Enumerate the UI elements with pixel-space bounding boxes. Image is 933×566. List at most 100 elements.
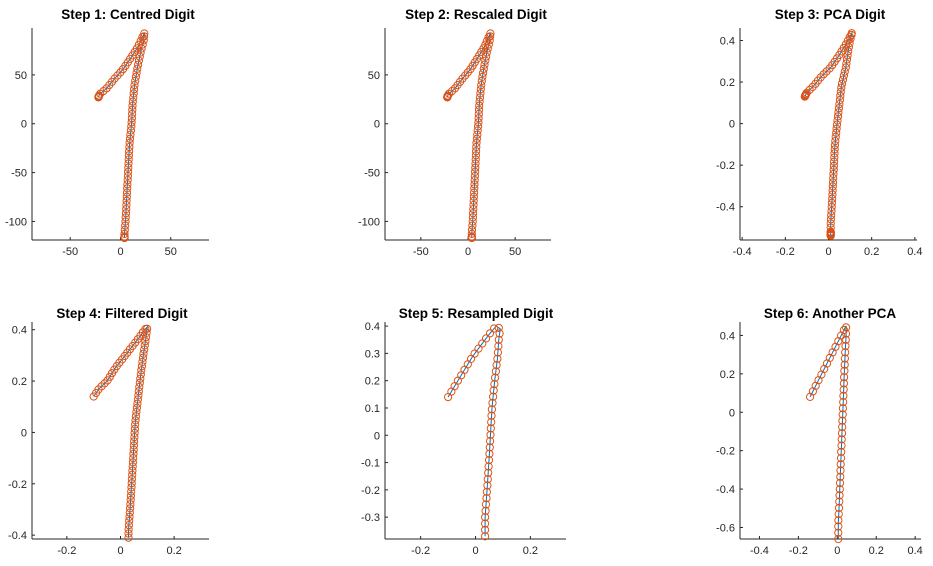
data-point-marker [470, 349, 479, 358]
data-point-marker [136, 374, 145, 383]
data-point-marker [476, 89, 485, 98]
y-tick-label: -50 [364, 168, 380, 180]
data-point-marker [471, 159, 480, 168]
data-point-marker [134, 387, 143, 396]
y-tick-label: -100 [358, 216, 380, 228]
data-point-marker [839, 391, 848, 400]
data-point-marker [128, 97, 137, 106]
y-tick-label: 0.3 [365, 348, 380, 360]
data-point-marker [840, 354, 850, 363]
y-tick-label: 0.2 [365, 376, 380, 388]
data-point-marker [131, 416, 140, 425]
data-point-marker [124, 155, 133, 164]
x-tick-label: 50 [165, 246, 177, 258]
data-point-marker [485, 36, 494, 45]
data-point-marker [134, 60, 143, 69]
data-point-marker [473, 126, 482, 135]
data-point-marker [836, 454, 846, 463]
data-point-marker [123, 184, 132, 193]
data-point-marker [125, 512, 134, 521]
data-point-marker [835, 95, 845, 105]
data-point-marker [124, 163, 133, 172]
data-point-marker [835, 497, 844, 506]
subplot-title: Step 4: Filtered Digit [56, 306, 188, 321]
data-point-marker [493, 354, 502, 363]
data-point-marker [490, 324, 499, 333]
data-point-marker [124, 525, 133, 534]
data-point-marker [845, 39, 854, 48]
x-tick-label: 0 [465, 246, 471, 258]
data-point-marker [471, 163, 480, 172]
data-point-marker [837, 441, 846, 450]
data-point-marker [467, 232, 476, 241]
data-point-marker [835, 100, 844, 109]
data-point-marker [131, 76, 140, 86]
data-point-marker [837, 435, 846, 444]
data-point-marker [841, 341, 850, 351]
data-point-marker [121, 221, 130, 230]
data-point-marker [834, 108, 843, 117]
data-point-marker [839, 379, 849, 388]
data-point-marker [141, 333, 151, 342]
data-point-marker [122, 200, 131, 210]
data-point-marker [480, 60, 489, 69]
data-point-marker [472, 147, 481, 156]
data-point-marker [830, 141, 840, 150]
x-tick-label: 0.2 [869, 545, 884, 557]
data-point-marker [469, 192, 478, 201]
data-point-marker [122, 192, 131, 201]
data-point-marker [125, 138, 134, 147]
x-tick-label: 0 [472, 545, 478, 557]
data-point-marker [474, 105, 484, 115]
data-point-marker [125, 516, 134, 526]
data-point-marker [487, 411, 496, 420]
data-point-marker [122, 205, 131, 214]
digit-trace-line [809, 325, 847, 539]
data-point-marker [836, 472, 845, 481]
data-point-marker [138, 353, 148, 362]
data-point-marker [490, 380, 499, 389]
data-point-marker [834, 516, 843, 525]
subplot-title: Step 5: Resampled Digit [399, 306, 554, 321]
x-tick-label: 50 [509, 246, 521, 258]
y-tick-label: -0.6 [716, 522, 735, 534]
data-point-marker [122, 196, 131, 205]
data-point-marker [481, 500, 491, 509]
data-point-marker [140, 345, 149, 354]
data-point-marker [126, 126, 135, 135]
data-point-marker [836, 87, 845, 96]
y-tick-label: -0.1 [361, 458, 380, 470]
data-point-marker [486, 32, 495, 41]
data-point-marker [491, 373, 500, 382]
data-point-marker [828, 182, 837, 191]
data-point-marker [826, 219, 835, 228]
data-point-marker [130, 437, 139, 446]
data-point-marker [472, 142, 481, 152]
data-point-marker [130, 424, 139, 433]
data-point-marker [486, 437, 495, 446]
data-point-marker [127, 479, 136, 488]
data-point-marker [839, 398, 848, 407]
y-tick-label: 0.2 [12, 376, 27, 388]
data-point-marker [826, 215, 836, 224]
data-point-marker [137, 362, 146, 371]
data-point-marker [838, 410, 847, 419]
data-point-marker [142, 328, 151, 337]
y-tick-label: 0 [729, 407, 735, 419]
subplot-1: Step 1: Centred Digit -50 0 50 -100 -50 0 50 [5, 7, 209, 258]
data-point-marker [830, 145, 839, 154]
data-point-marker [126, 491, 135, 500]
y-tick-label: 0 [729, 119, 735, 131]
y-tick-label: -0.4 [716, 484, 735, 496]
data-point-marker [493, 348, 502, 357]
data-point-marker [467, 229, 476, 238]
data-point-marker [847, 30, 856, 40]
y-tick-label: -0.2 [716, 160, 735, 172]
data-point-marker [124, 159, 133, 168]
data-point-marker [121, 213, 130, 222]
data-point-marker [822, 67, 831, 76]
data-point-marker [120, 229, 129, 238]
data-point-marker [471, 167, 480, 176]
data-point-marker [443, 91, 452, 100]
data-point-marker [143, 324, 152, 333]
